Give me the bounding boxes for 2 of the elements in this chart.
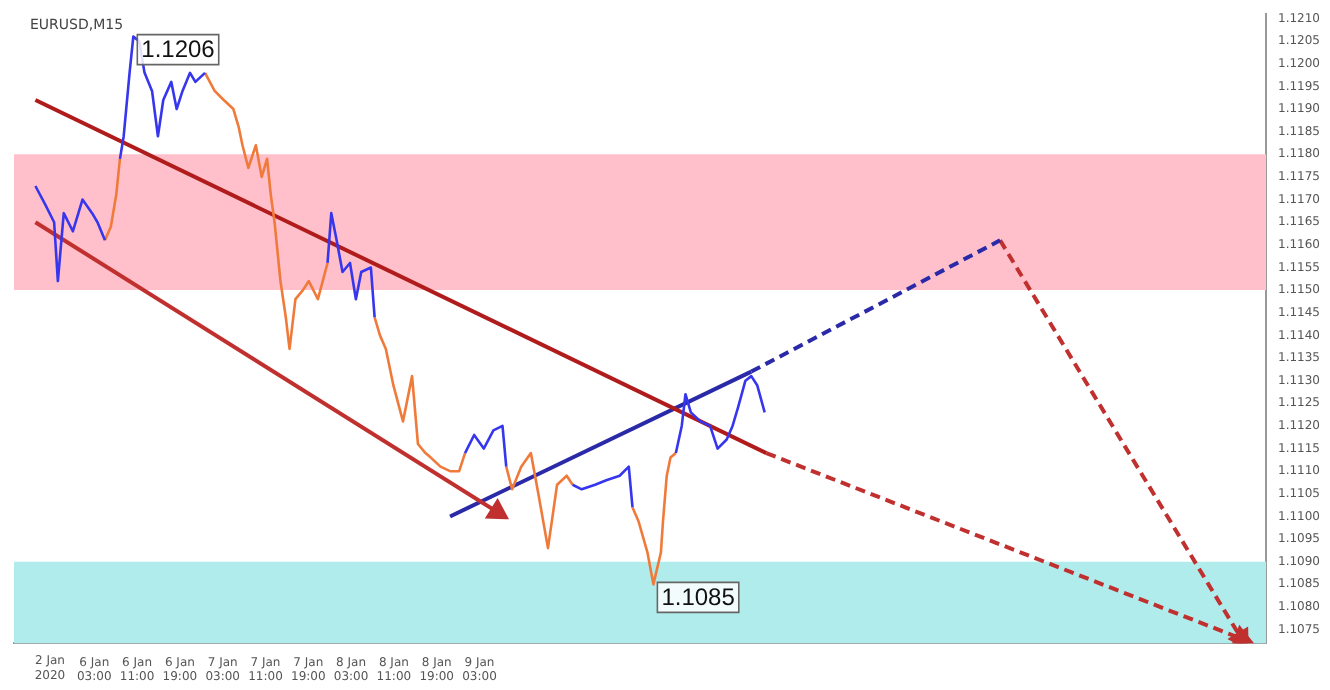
annotation: 1.1085 [661, 582, 736, 611]
annotation: 1.1206 [141, 35, 216, 64]
